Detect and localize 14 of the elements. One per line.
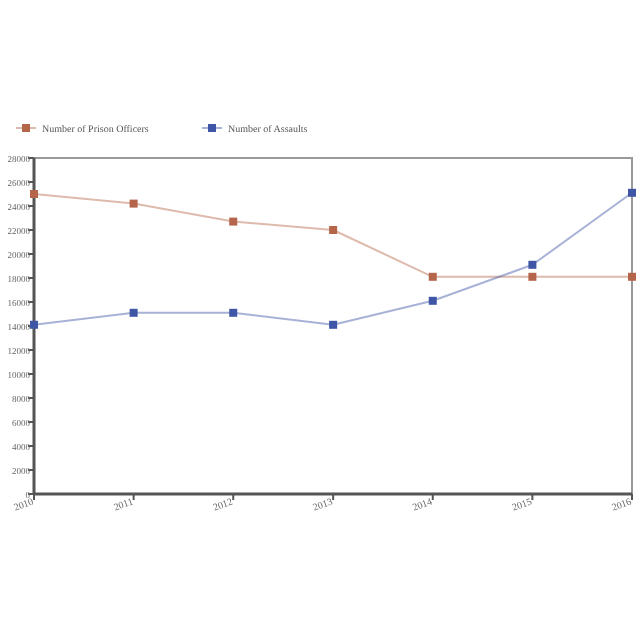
point: [528, 272, 537, 281]
point: [329, 226, 338, 234]
point: [628, 188, 636, 197]
point: [428, 296, 437, 305]
point: [229, 217, 238, 226]
point: [129, 199, 138, 208]
point: [329, 320, 338, 329]
point: [628, 272, 636, 281]
point: [428, 272, 437, 281]
point: [30, 190, 38, 198]
point: [30, 320, 38, 329]
point: [528, 260, 537, 269]
point: [129, 308, 138, 317]
point: [229, 308, 238, 317]
